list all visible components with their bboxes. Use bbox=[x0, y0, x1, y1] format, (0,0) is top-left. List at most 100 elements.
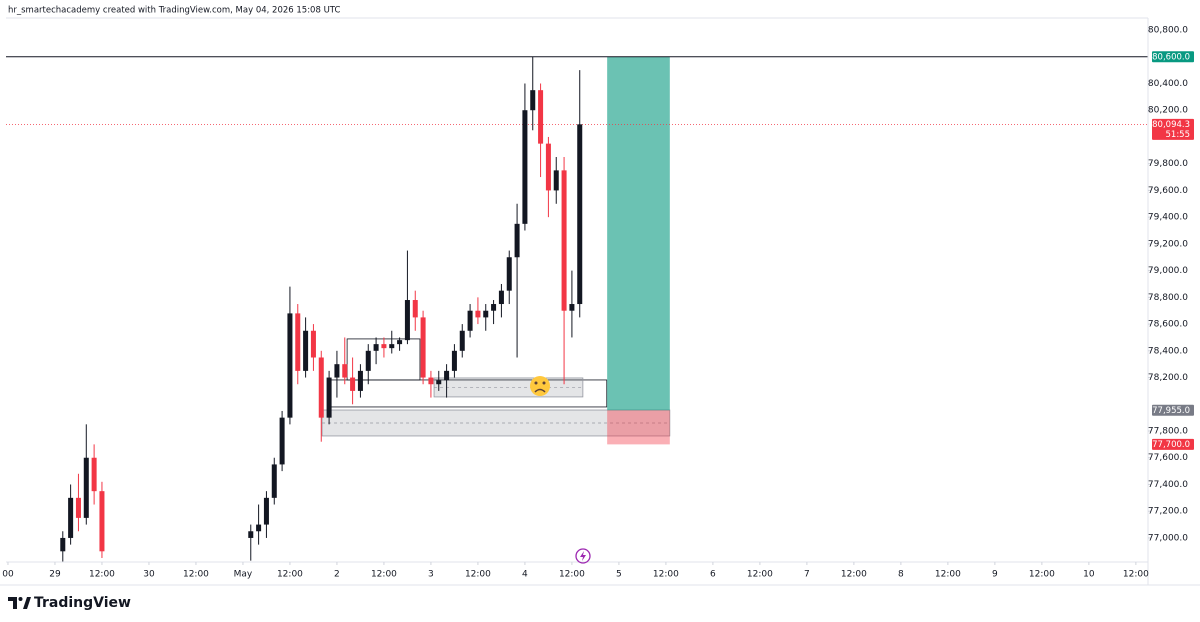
x-tick-label: 12:00 bbox=[89, 570, 115, 580]
candle-body bbox=[420, 317, 426, 378]
position-loss bbox=[607, 410, 670, 445]
x-tick-label: 9 bbox=[992, 570, 998, 580]
y-tick-label: 80,400.0 bbox=[1148, 79, 1188, 89]
y-tick-label: 77,400.0 bbox=[1148, 480, 1188, 490]
emoji-icon bbox=[530, 376, 550, 396]
x-tick-label: 29 bbox=[49, 570, 61, 580]
price-label: 80,600.0 bbox=[1152, 52, 1190, 62]
y-tick-label: 78,800.0 bbox=[1148, 293, 1188, 303]
y-tick-label: 80,200.0 bbox=[1148, 106, 1188, 116]
candle-body bbox=[467, 310, 473, 331]
candle-body bbox=[287, 313, 293, 418]
candle-body bbox=[436, 380, 442, 385]
candle-body bbox=[248, 531, 254, 538]
candle-body bbox=[498, 290, 504, 305]
candle-body bbox=[514, 223, 520, 258]
y-tick-label: 79,200.0 bbox=[1148, 239, 1188, 249]
candle-body bbox=[553, 170, 559, 191]
candle-body bbox=[318, 357, 324, 418]
candle-body bbox=[506, 257, 512, 291]
candle-body bbox=[75, 497, 81, 518]
candle-body bbox=[271, 464, 277, 498]
candle-body bbox=[444, 370, 450, 381]
price-label-box bbox=[1152, 51, 1194, 63]
candle-body bbox=[91, 457, 97, 492]
candle-body bbox=[412, 300, 418, 318]
candle-body bbox=[303, 330, 309, 371]
x-tick-label: 12:00 bbox=[1029, 570, 1055, 580]
y-tick-label: 77,800.0 bbox=[1148, 427, 1188, 437]
candle-body bbox=[522, 110, 528, 224]
price-countdown: 51:55 bbox=[1166, 130, 1191, 140]
candle-body bbox=[538, 90, 544, 144]
x-tick-label: 12:00 bbox=[465, 570, 491, 580]
candle-body bbox=[334, 364, 340, 378]
candle-body bbox=[491, 304, 497, 311]
candle-body bbox=[83, 457, 89, 518]
price-label: 80,094.3 bbox=[1152, 120, 1190, 130]
candle-body bbox=[263, 497, 269, 525]
candle-body bbox=[357, 370, 363, 391]
price-label: 77,700.0 bbox=[1152, 440, 1190, 450]
x-tick-label: 4 bbox=[522, 570, 528, 580]
position-profit bbox=[607, 56, 670, 411]
x-tick-label: 10 bbox=[1083, 570, 1095, 580]
candle-body bbox=[295, 313, 301, 371]
y-tick-label: 79,600.0 bbox=[1148, 186, 1188, 196]
x-tick-label: 12:00 bbox=[935, 570, 961, 580]
x-tick-label: 12:00 bbox=[1123, 570, 1149, 580]
x-tick-label: 5 bbox=[616, 570, 622, 580]
x-tick-label: 8 bbox=[898, 570, 904, 580]
alert-icon[interactable] bbox=[575, 548, 591, 564]
candle-body bbox=[561, 170, 567, 311]
candle-body bbox=[365, 350, 371, 371]
y-tick-label: 79,800.0 bbox=[1148, 159, 1188, 169]
candle-body bbox=[279, 417, 285, 465]
x-tick-label: 12:00 bbox=[559, 570, 585, 580]
x-tick-label: 12:00 bbox=[371, 570, 397, 580]
candle-body bbox=[483, 310, 489, 318]
y-tick-label: 78,200.0 bbox=[1148, 373, 1188, 383]
x-tick-label: 12:00 bbox=[277, 570, 303, 580]
x-tick-label: 12:00 bbox=[841, 570, 867, 580]
x-tick-label: 30 bbox=[143, 570, 155, 580]
price-label: 77,955.0 bbox=[1152, 406, 1190, 416]
x-tick-label: 12:00 bbox=[747, 570, 773, 580]
candle-body bbox=[404, 300, 410, 341]
y-tick-label: 77,600.0 bbox=[1148, 453, 1188, 463]
price-label-box bbox=[1152, 404, 1194, 416]
price-label-box bbox=[1152, 118, 1194, 140]
x-tick-label: 7 bbox=[804, 570, 810, 580]
candle-body bbox=[569, 304, 575, 311]
y-tick-label: 78,400.0 bbox=[1148, 346, 1188, 356]
candle-body bbox=[428, 377, 434, 385]
candle-body bbox=[373, 344, 379, 351]
candle-body bbox=[459, 330, 465, 351]
x-tick-label: 2 bbox=[334, 570, 340, 580]
candle-body bbox=[256, 524, 262, 532]
header-text: hr_smartechacademy created with TradingV… bbox=[8, 6, 340, 16]
candle-body bbox=[577, 124, 583, 305]
candle-body bbox=[389, 344, 395, 349]
brand-name: TradingView bbox=[34, 595, 131, 611]
brand-logo bbox=[8, 597, 31, 609]
candle-body bbox=[451, 350, 457, 371]
candle-body bbox=[350, 377, 356, 391]
candle-body bbox=[68, 497, 74, 538]
price-label-box bbox=[1152, 438, 1194, 450]
candle-body bbox=[545, 143, 551, 191]
candle-body bbox=[310, 330, 316, 358]
candle-body bbox=[381, 344, 387, 349]
x-tick-label: 12:00 bbox=[183, 570, 209, 580]
y-tick-label: 80,800.0 bbox=[1148, 26, 1188, 36]
y-tick-label: 77,000.0 bbox=[1148, 533, 1188, 543]
candle-body bbox=[530, 90, 536, 111]
x-tick-label: 6 bbox=[710, 570, 716, 580]
candle-body bbox=[397, 340, 403, 345]
candle-body bbox=[475, 310, 481, 318]
y-tick-label: 79,400.0 bbox=[1148, 213, 1188, 223]
candle-body bbox=[99, 491, 105, 552]
x-tick-label: 00 bbox=[2, 570, 14, 580]
x-tick-label: 3 bbox=[428, 570, 434, 580]
